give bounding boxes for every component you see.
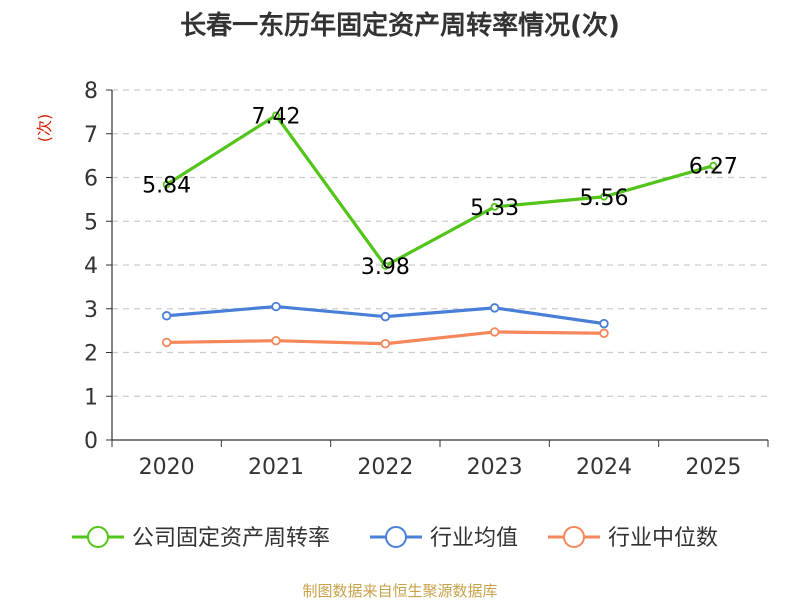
legend-item-1[interactable]: 行业均值 <box>370 526 518 551</box>
data-label: 5.33 <box>470 196 519 221</box>
series-1-point <box>599 318 609 329</box>
y-axis-label: (次) <box>35 114 54 143</box>
data-label: 6.27 <box>689 155 738 180</box>
x-tick-label: 2020 <box>139 455 195 480</box>
y-tick-label: 0 <box>84 429 98 454</box>
data-label: 5.84 <box>142 174 191 199</box>
data-label: 7.42 <box>252 104 301 129</box>
legend-marker <box>87 526 109 548</box>
x-tick-label: 2025 <box>685 455 741 480</box>
y-tick-label: 2 <box>84 342 98 367</box>
legend-marker <box>385 526 407 548</box>
legend[interactable]: 公司固定资产周转率 行业均值 行业中位数 <box>72 526 718 551</box>
axes <box>106 89 769 447</box>
series-2-point <box>161 337 172 348</box>
series-layer <box>161 111 718 349</box>
series-0-point <box>709 161 718 170</box>
y-tick-label: 4 <box>84 254 98 279</box>
y-tick-label: 8 <box>84 79 98 104</box>
x-tick-labels: 2020 2021 2022 2023 2024 2025 <box>139 455 742 480</box>
y-tick-label: 3 <box>84 298 98 323</box>
series-2-point <box>271 335 281 346</box>
series-0-point <box>162 180 171 189</box>
data-label: 3.98 <box>361 255 410 280</box>
series-1-point <box>271 301 281 312</box>
series-1-point <box>161 311 172 321</box>
source-note: 制图数据来自恒生聚源数据库 <box>302 582 497 600</box>
series-0-point <box>600 192 608 201</box>
series-line-0 <box>165 113 715 268</box>
x-tick-label: 2023 <box>467 455 523 480</box>
y-tick-label: 6 <box>84 167 98 192</box>
series-0-point <box>490 202 499 211</box>
series-2-point <box>599 328 609 338</box>
y-tick-label: 5 <box>84 210 98 235</box>
chart-title: 长春一东历年固定资产周转率情况(次) <box>180 10 620 41</box>
x-tick-label: 2024 <box>576 455 632 480</box>
series-2-point <box>489 327 500 337</box>
data-labels: 5.84 7.42 3.98 5.33 5.56 6.27 <box>142 104 738 280</box>
x-tick-label: 2021 <box>248 455 304 480</box>
legend-item-0[interactable]: 公司固定资产周转率 <box>72 526 330 551</box>
series-0-point <box>272 111 280 120</box>
y-tick-label: 7 <box>84 123 98 148</box>
y-tick-label: 1 <box>84 385 98 410</box>
legend-marker <box>563 526 585 548</box>
series-1-point <box>489 303 500 313</box>
legend-label: 行业均值 <box>430 526 518 551</box>
legend-item-2[interactable]: 行业中位数 <box>548 526 718 551</box>
series-1-point <box>380 311 391 322</box>
series-0-point <box>381 261 390 270</box>
x-tick-label: 2022 <box>357 455 413 480</box>
gridlines <box>112 89 768 397</box>
series-2-point <box>380 339 391 349</box>
y-tick-labels: 0 1 2 3 4 5 6 7 8 <box>84 79 98 454</box>
legend-label: 行业中位数 <box>608 526 718 551</box>
legend-label: 公司固定资产周转率 <box>132 526 330 551</box>
data-label: 5.56 <box>580 186 629 211</box>
